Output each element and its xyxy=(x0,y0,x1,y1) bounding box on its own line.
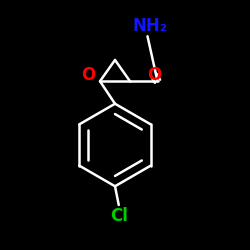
Text: NH₂: NH₂ xyxy=(132,17,168,35)
Text: O: O xyxy=(82,66,96,84)
Text: Cl: Cl xyxy=(110,207,128,225)
Text: O: O xyxy=(146,66,161,84)
